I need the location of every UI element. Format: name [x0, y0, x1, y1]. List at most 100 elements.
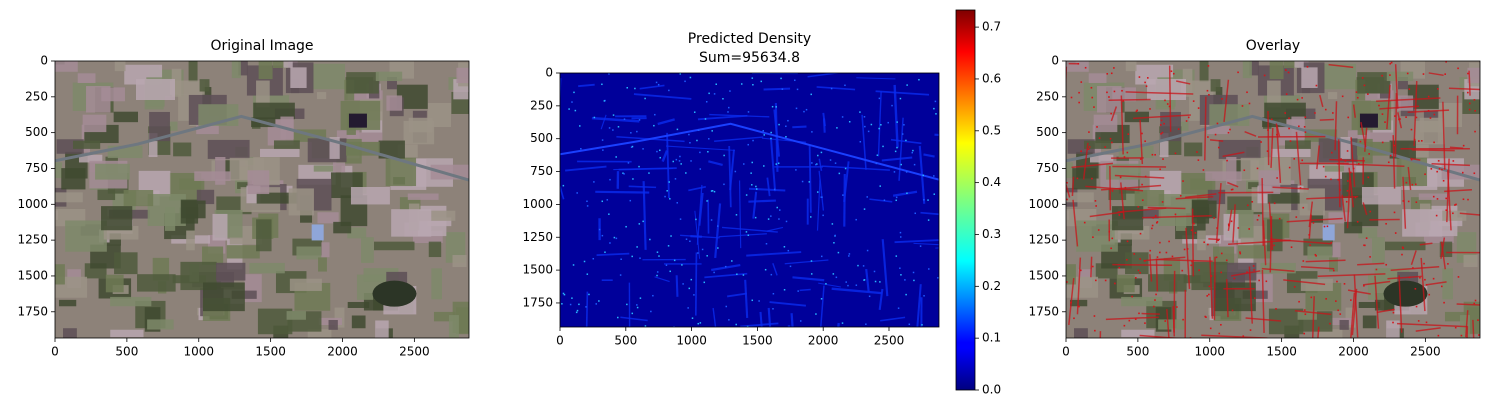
field: [110, 296, 152, 307]
density-streak: [818, 170, 825, 211]
density-dot: [893, 171, 896, 173]
overlay-dot: [1134, 277, 1137, 279]
overlay-streak: [1419, 242, 1433, 246]
density-dot: [636, 246, 638, 248]
field: [407, 193, 439, 200]
overlay-dot: [1474, 130, 1476, 133]
density-streak: [773, 109, 781, 157]
density-dot: [630, 146, 633, 148]
density-dot: [574, 109, 577, 112]
overlay-dot: [1126, 240, 1129, 243]
density-streak: [916, 284, 922, 327]
density-streak: [875, 90, 930, 96]
overlay-dot: [1352, 167, 1355, 170]
field: [1344, 221, 1363, 234]
overlay-dot: [1231, 309, 1234, 312]
density-streak: [772, 262, 778, 276]
overlay-dot: [1363, 244, 1365, 247]
density-dot: [601, 200, 604, 203]
density-dot: [773, 188, 776, 191]
water: [1322, 224, 1335, 241]
overlay-dot: [1208, 285, 1211, 288]
field: [307, 329, 332, 338]
overlay-streak: [1261, 269, 1265, 333]
density-streak: [696, 184, 703, 245]
field: [1386, 320, 1400, 338]
field: [1213, 246, 1235, 265]
density-dot: [742, 274, 745, 276]
field: [101, 206, 133, 231]
field: [258, 61, 273, 80]
density-dot: [755, 185, 757, 188]
field: [387, 76, 397, 90]
overlay-dot: [1424, 173, 1426, 176]
field: [147, 194, 186, 226]
overlay-dot: [1111, 190, 1114, 192]
overlay-dot: [1144, 81, 1146, 84]
density-dot: [904, 279, 906, 281]
density-dot: [667, 245, 670, 247]
field: [1345, 307, 1356, 328]
density-dot: [622, 172, 624, 174]
field: [1066, 162, 1074, 179]
field: [329, 137, 340, 159]
overlay-dot: [1183, 248, 1186, 251]
overlay-dot: [1287, 71, 1290, 74]
overlay-streak: [1172, 306, 1176, 337]
overlay-dot: [1438, 167, 1441, 170]
density-dot: [841, 116, 844, 118]
overlay-dot: [1435, 214, 1438, 217]
overlay-dot: [1406, 72, 1409, 75]
field: [456, 67, 469, 84]
field: [58, 299, 77, 307]
density-streak: [585, 291, 589, 327]
field: [316, 92, 327, 100]
field: [1089, 154, 1114, 163]
density-dot: [873, 270, 876, 273]
overlay-dot: [1154, 214, 1157, 217]
field: [1121, 296, 1163, 307]
overlay-streak: [1232, 204, 1236, 243]
overlay-dot: [1151, 227, 1153, 230]
field: [173, 142, 192, 157]
overlay-dot: [1432, 195, 1435, 198]
y-tick-label: 750: [530, 164, 553, 178]
density-streak: [881, 156, 913, 162]
overlay-streak: [1185, 193, 1217, 199]
density-dot: [727, 111, 729, 113]
density-dot: [689, 76, 692, 79]
overlay-dot: [1161, 201, 1164, 203]
field: [256, 219, 272, 252]
overlay-dot: [1412, 267, 1414, 269]
density-dot: [752, 139, 754, 142]
overlay-dot: [1415, 116, 1418, 119]
y-tick-label: 1750: [1028, 304, 1059, 318]
density-dot: [908, 323, 911, 326]
overlay-dot: [1144, 140, 1146, 143]
density-dot: [894, 150, 897, 153]
density-dot: [820, 151, 823, 154]
density-dot: [913, 279, 915, 282]
density-dot: [863, 208, 866, 210]
density-dot: [864, 125, 866, 128]
overlay-streak: [1374, 275, 1380, 329]
field: [1358, 227, 1378, 239]
overlay-streak: [1270, 127, 1274, 168]
density-dot: [899, 231, 902, 234]
overlay-streak: [1141, 312, 1160, 315]
field: [231, 61, 241, 79]
overlay-dot: [1266, 150, 1269, 152]
field: [1358, 132, 1394, 143]
overlay-dot: [1368, 153, 1370, 155]
overlay-dot: [1375, 268, 1378, 271]
density-streak: [591, 116, 640, 123]
field: [288, 188, 314, 216]
density-dot: [830, 87, 833, 90]
density-dot: [745, 231, 748, 233]
field: [312, 63, 346, 90]
overlay-dot: [1156, 221, 1159, 223]
overlay-streak: [1294, 310, 1332, 316]
density-dot: [880, 124, 882, 126]
overlay-dot: [1417, 320, 1420, 322]
density-streak: [869, 198, 893, 203]
